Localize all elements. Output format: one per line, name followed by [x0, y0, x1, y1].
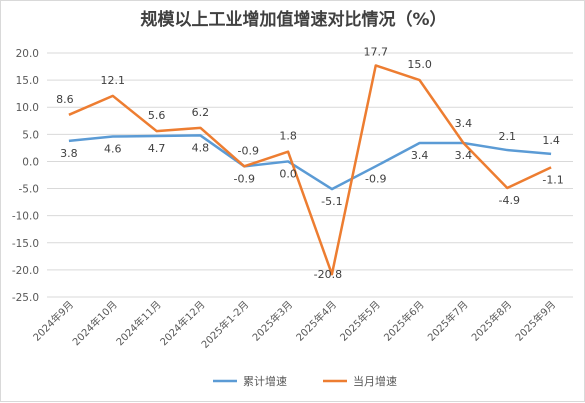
x-tick-label: 2025年5月 [337, 298, 383, 344]
y-tick-label: -10.0 [12, 211, 39, 223]
y-tick-label: 20.0 [16, 48, 39, 60]
data-label-cumulative: -0.9 [234, 172, 255, 185]
data-label-cumulative: 0.0 [279, 167, 297, 180]
series-line-cumulative [68, 134, 552, 191]
legend-label-cumulative: 累计增速 [243, 374, 287, 388]
data-label-cumulative: 4.8 [192, 141, 210, 154]
x-tick-label: 2025年4月 [293, 298, 339, 344]
data-label-cumulative: 4.6 [104, 143, 122, 156]
series-line-monthly [68, 64, 552, 276]
data-label-monthly: 1.8 [279, 130, 297, 143]
data-label-cumulative: 1.4 [542, 134, 560, 147]
data-label-monthly: 5.6 [148, 109, 166, 122]
y-tick-label: 5.0 [22, 129, 39, 141]
data-label-cumulative: 2.1 [499, 130, 517, 143]
data-label-monthly: 8.6 [56, 93, 74, 106]
y-tick-label: 10.0 [16, 102, 39, 114]
data-label-monthly: 6.2 [192, 106, 210, 119]
data-label-cumulative: 4.7 [148, 142, 166, 155]
x-tick-label: 2024年10月 [70, 298, 120, 348]
data-label-monthly: 17.7 [364, 45, 389, 58]
data-label-monthly: -4.9 [499, 194, 520, 207]
legend-label-monthly: 当月增速 [353, 374, 397, 388]
y-tick-label: -20.0 [12, 265, 39, 277]
data-label-monthly: 12.1 [101, 74, 126, 87]
y-tick-label: -5.0 [19, 184, 40, 196]
x-tick-label: 2025年1-2月 [198, 298, 251, 351]
data-label-cumulative: -0.9 [365, 172, 386, 185]
data-label-monthly: 3.4 [455, 117, 473, 130]
y-tick-label: 0.0 [22, 156, 39, 168]
data-label-monthly: 15.0 [407, 58, 432, 71]
x-tick-label: 2024年9月 [30, 298, 76, 344]
y-tick-label: 15.0 [16, 75, 39, 87]
data-label-cumulative: -5.1 [321, 195, 342, 208]
y-tick-label: -15.0 [12, 238, 39, 250]
data-label-cumulative: 3.4 [455, 149, 473, 162]
data-label-monthly: -1.1 [542, 173, 563, 186]
x-tick-label: 2024年11月 [113, 298, 163, 348]
y-tick-label: -25.0 [12, 292, 39, 304]
x-tick-label: 2024年12月 [157, 298, 207, 348]
x-tick-label: 2025年8月 [469, 298, 515, 344]
x-tick-label: 2025年6月 [381, 298, 427, 344]
data-label-cumulative: 3.8 [60, 147, 78, 160]
x-tick-label: 2025年9月 [512, 298, 558, 344]
data-label-monthly: -20.8 [314, 268, 342, 281]
x-tick-label: 2025年7月 [425, 298, 471, 344]
data-label-cumulative: 3.4 [411, 149, 429, 162]
data-label-monthly: -0.9 [238, 144, 259, 157]
chart-title: 规模以上工业增加值增速对比情况（%） [140, 10, 447, 30]
x-tick-label: 2025年3月 [249, 298, 295, 344]
